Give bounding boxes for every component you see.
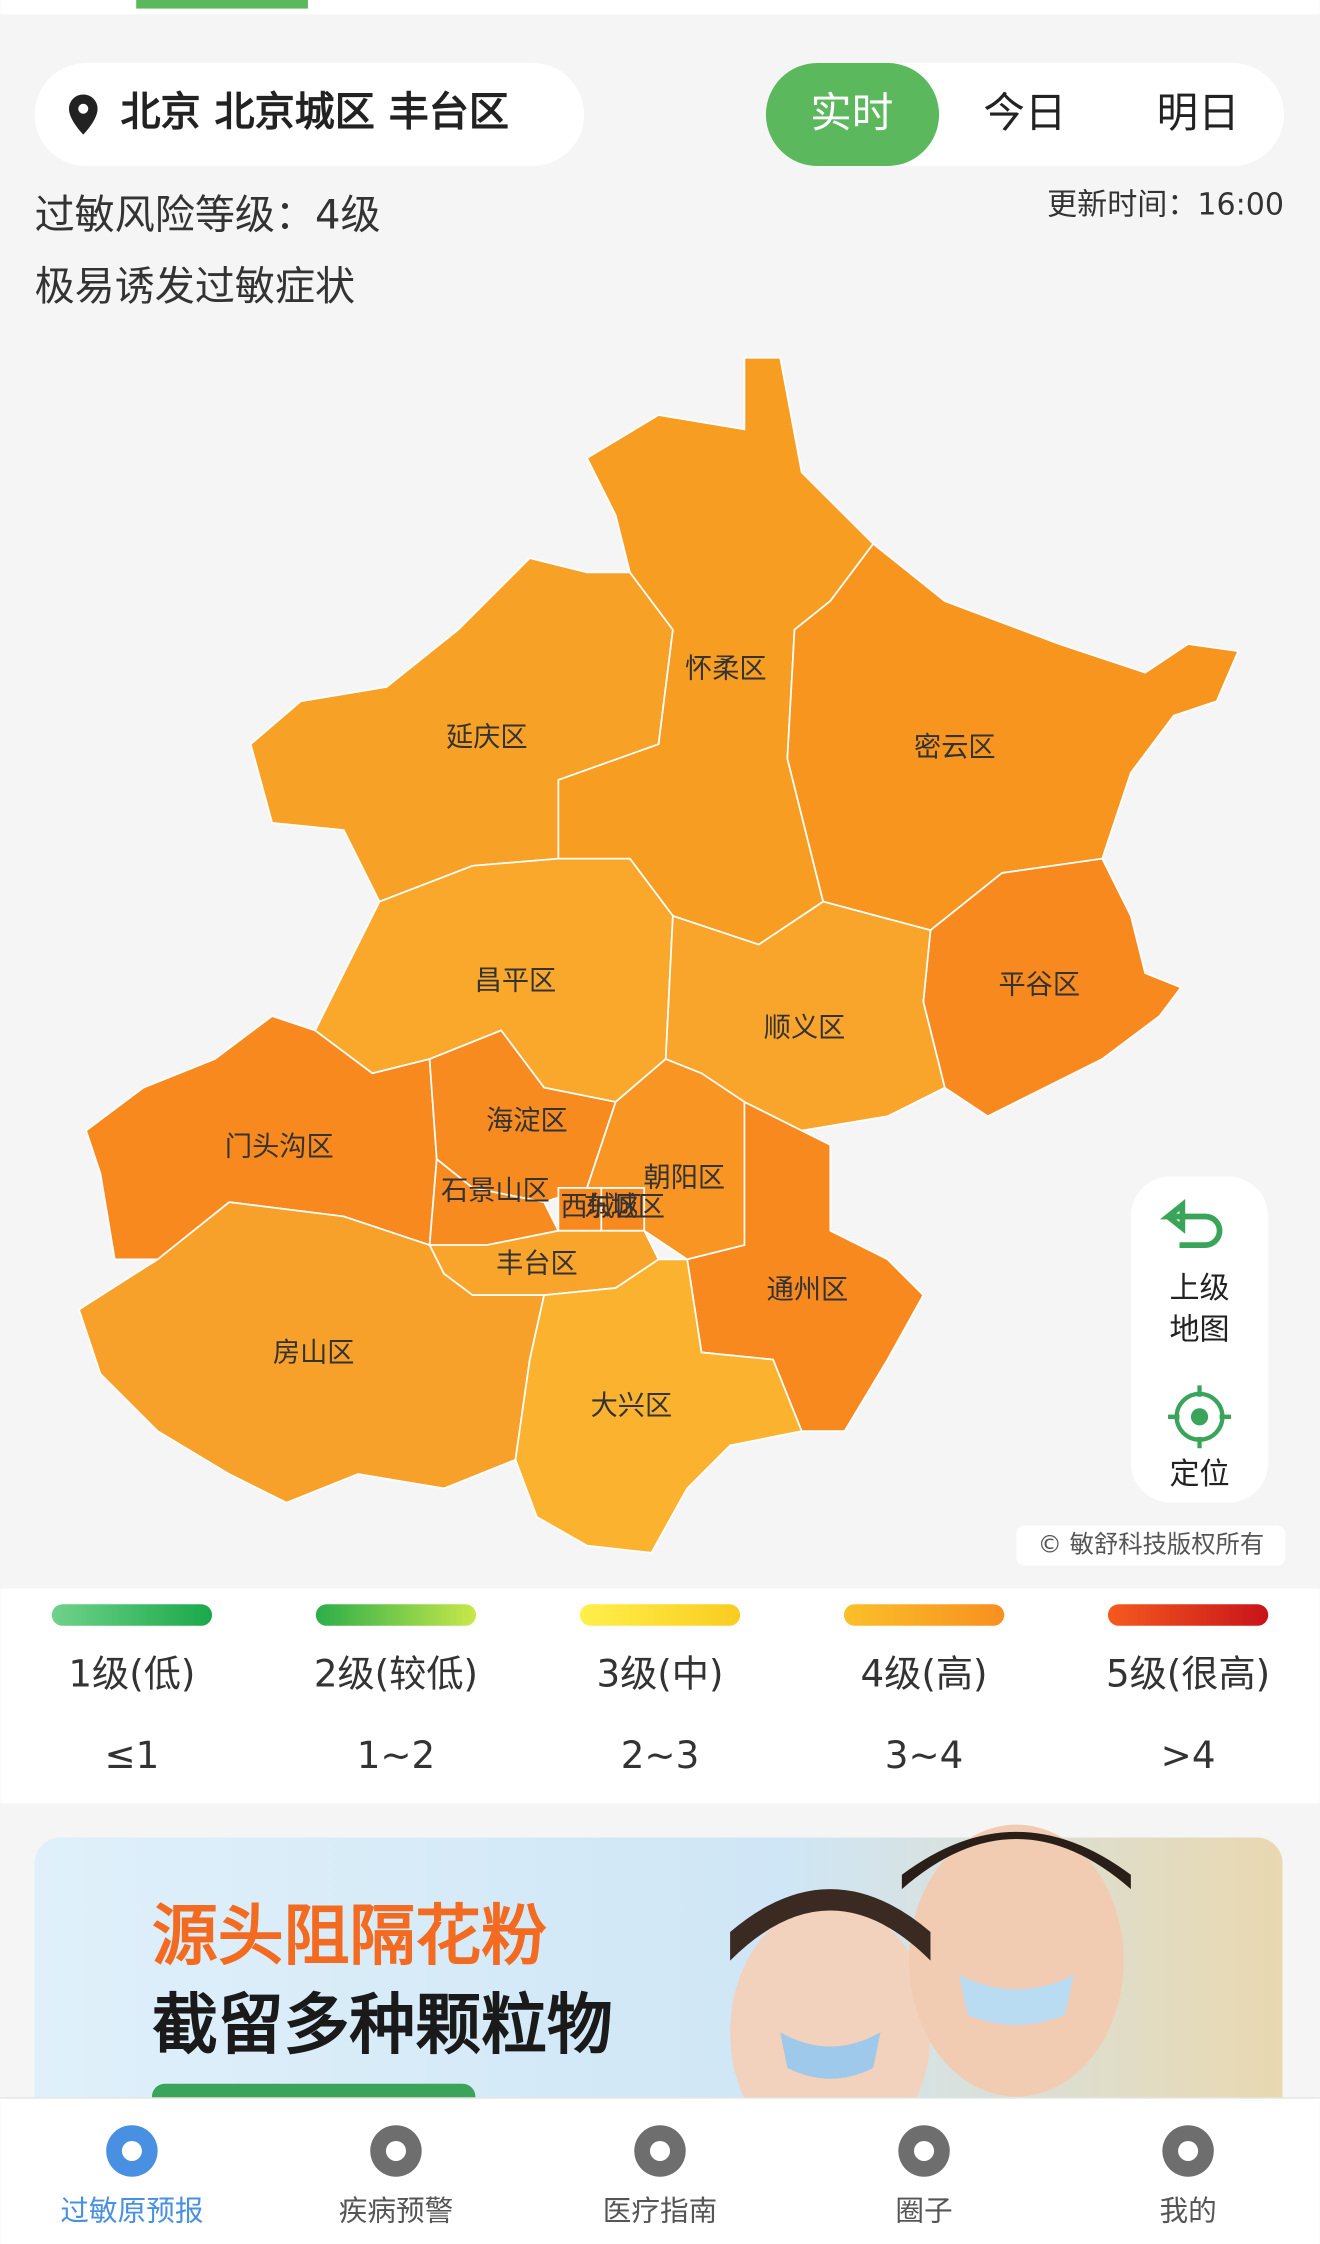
legend-range: 2~3 bbox=[621, 1733, 699, 1777]
nav-label[interactable]: 医疗指南 bbox=[603, 2194, 717, 2228]
district-label: 海淀区 bbox=[486, 1106, 568, 1137]
legend-bar bbox=[51, 1604, 213, 1626]
nav-icon-inner bbox=[1178, 2140, 1199, 2161]
legend-bar bbox=[315, 1604, 477, 1626]
locate-icon-ticks bbox=[1168, 1385, 1232, 1449]
legend-level: 4级(高) bbox=[861, 1651, 988, 1695]
legend-range: 1~2 bbox=[357, 1733, 435, 1777]
district-label: 西城区 bbox=[561, 1191, 643, 1222]
legend-level: 2级(较低) bbox=[314, 1651, 478, 1695]
district-area[interactable] bbox=[514, 1258, 803, 1554]
banner-subline: 截留多种颗粒物 bbox=[152, 1986, 613, 2063]
district-label: 石景山区 bbox=[441, 1176, 550, 1207]
legend-bar bbox=[579, 1604, 741, 1626]
legend-range: >4 bbox=[1161, 1733, 1216, 1777]
legend-bar bbox=[1107, 1604, 1269, 1626]
nav-label[interactable]: 我的 bbox=[1159, 2194, 1216, 2228]
district-label: 顺义区 bbox=[764, 1012, 846, 1043]
location-pill[interactable] bbox=[34, 62, 585, 167]
map-button-label[interactable]: 地图 bbox=[1169, 1312, 1229, 1347]
copyright-bg bbox=[1016, 1525, 1286, 1566]
legend-bar bbox=[843, 1604, 1005, 1626]
nav-label[interactable]: 过敏原预报 bbox=[60, 2194, 203, 2228]
legend-range: 3~4 bbox=[885, 1733, 963, 1777]
district-label: 朝阳区 bbox=[644, 1163, 726, 1194]
district-label: 怀柔区 bbox=[685, 653, 767, 684]
back-icon bbox=[1159, 1199, 1223, 1248]
district-label: 大兴区 bbox=[591, 1390, 673, 1421]
map-button-label[interactable]: 上级 bbox=[1169, 1271, 1229, 1306]
tab[interactable]: 今日 bbox=[983, 88, 1066, 137]
district-label: 密云区 bbox=[914, 732, 996, 763]
active-indicator bbox=[136, 0, 308, 9]
location-icon bbox=[68, 94, 98, 135]
legend-level: 5级(很高) bbox=[1106, 1651, 1270, 1695]
banner-hair bbox=[901, 1831, 1131, 1890]
top-strip bbox=[0, 0, 1320, 15]
district-label: 昌平区 bbox=[475, 965, 557, 996]
banner-headline: 源头阻隔花粉 bbox=[152, 1898, 547, 1975]
nav-label[interactable]: 疾病预警 bbox=[339, 2194, 453, 2228]
district-label: 延庆区 bbox=[446, 722, 528, 753]
location-icon-dot bbox=[78, 103, 89, 114]
banner-mask bbox=[959, 1974, 1074, 2026]
update-time: 更新时间：16:00 bbox=[1047, 188, 1284, 223]
district-label: 通州区 bbox=[767, 1274, 849, 1305]
district-label: 门头沟区 bbox=[225, 1131, 334, 1162]
banner-hair bbox=[730, 1889, 931, 1961]
nav-label[interactable]: 圈子 bbox=[895, 2194, 952, 2228]
district-label: 平谷区 bbox=[998, 970, 1080, 1001]
tab[interactable]: 实时 bbox=[810, 88, 893, 137]
legend-range: ≤1 bbox=[105, 1733, 160, 1777]
map-button-label[interactable]: 定位 bbox=[1169, 1457, 1229, 1492]
locate-icon-dot bbox=[1190, 1408, 1209, 1426]
copyright: © 敏舒科技版权所有 bbox=[1038, 1530, 1265, 1559]
district-label: 丰台区 bbox=[496, 1249, 578, 1280]
nav-icon-inner bbox=[385, 2140, 406, 2161]
nav-icon-inner bbox=[914, 2140, 935, 2161]
location-text[interactable]: 北京 北京城区 丰台区 bbox=[120, 89, 508, 135]
risk-level: 过敏风险等级：4级 bbox=[35, 193, 381, 239]
risk-desc: 极易诱发过敏症状 bbox=[35, 264, 356, 310]
district-label: 东城区 bbox=[583, 1191, 665, 1222]
legend-level: 3级(中) bbox=[596, 1651, 723, 1695]
map-controls bbox=[1130, 1176, 1269, 1503]
banner-mask bbox=[780, 2032, 881, 2079]
tab-active-bg bbox=[765, 62, 940, 167]
nav-icon-inner bbox=[649, 2140, 671, 2161]
tab[interactable]: 明日 bbox=[1157, 88, 1240, 137]
banner-person bbox=[730, 1903, 931, 2161]
district-label: 房山区 bbox=[273, 1337, 355, 1368]
nav-icon-inner bbox=[121, 2140, 142, 2161]
banner-person bbox=[909, 1824, 1124, 2097]
legend-level: 1级(低) bbox=[68, 1651, 195, 1695]
